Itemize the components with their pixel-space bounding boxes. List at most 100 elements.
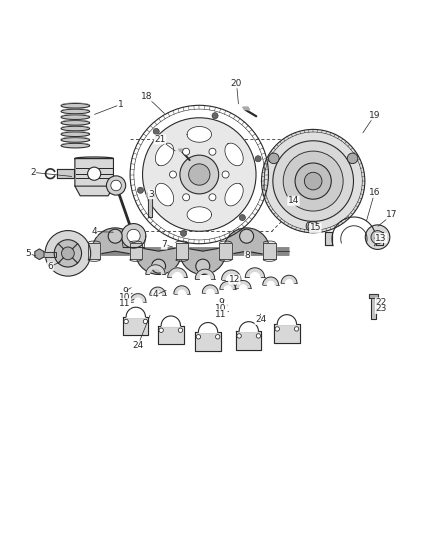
Polygon shape <box>236 332 261 350</box>
Polygon shape <box>146 265 165 274</box>
Circle shape <box>180 155 219 194</box>
Text: 22: 22 <box>375 298 387 307</box>
Polygon shape <box>187 126 212 142</box>
Circle shape <box>283 151 343 211</box>
Circle shape <box>308 221 318 232</box>
Circle shape <box>273 141 353 221</box>
Polygon shape <box>61 132 89 136</box>
Circle shape <box>196 259 210 273</box>
Circle shape <box>108 229 122 243</box>
Circle shape <box>45 231 91 276</box>
Circle shape <box>54 240 81 267</box>
Text: 7: 7 <box>161 240 167 249</box>
Text: 2: 2 <box>30 168 35 177</box>
Circle shape <box>295 163 331 199</box>
Polygon shape <box>146 193 154 197</box>
Circle shape <box>159 328 163 333</box>
Polygon shape <box>371 298 376 319</box>
Circle shape <box>143 319 148 324</box>
Circle shape <box>304 172 322 190</box>
Text: 24: 24 <box>255 316 266 325</box>
Polygon shape <box>243 107 250 110</box>
Text: 9: 9 <box>122 287 128 296</box>
Circle shape <box>180 230 187 237</box>
Circle shape <box>61 247 74 260</box>
Polygon shape <box>235 280 251 288</box>
Wedge shape <box>180 247 226 274</box>
Polygon shape <box>148 197 152 217</box>
Circle shape <box>121 223 146 248</box>
Text: 13: 13 <box>375 233 387 243</box>
Circle shape <box>365 225 390 249</box>
Text: 11: 11 <box>119 299 131 308</box>
Wedge shape <box>223 228 270 255</box>
Circle shape <box>240 229 254 243</box>
Text: 20: 20 <box>231 79 242 88</box>
Text: 1: 1 <box>117 100 124 109</box>
Circle shape <box>256 334 261 338</box>
Polygon shape <box>158 326 184 344</box>
Polygon shape <box>155 183 174 206</box>
Circle shape <box>371 231 384 244</box>
Text: 24: 24 <box>132 341 144 350</box>
Circle shape <box>294 327 299 331</box>
Polygon shape <box>225 183 243 206</box>
Polygon shape <box>277 314 297 324</box>
Text: 18: 18 <box>141 92 152 101</box>
Circle shape <box>88 167 101 180</box>
Polygon shape <box>61 138 89 142</box>
Polygon shape <box>195 269 215 279</box>
Polygon shape <box>263 243 276 260</box>
Polygon shape <box>61 103 89 108</box>
Text: 17: 17 <box>386 211 398 219</box>
Polygon shape <box>155 143 174 166</box>
Polygon shape <box>325 232 332 246</box>
Circle shape <box>153 128 159 134</box>
Wedge shape <box>92 228 138 255</box>
Circle shape <box>142 118 256 231</box>
Circle shape <box>189 164 210 185</box>
Polygon shape <box>179 149 186 151</box>
Text: 21: 21 <box>154 135 166 144</box>
Polygon shape <box>225 143 243 166</box>
Circle shape <box>111 180 121 191</box>
Text: 16: 16 <box>369 189 380 197</box>
Circle shape <box>222 171 229 178</box>
Text: 4: 4 <box>153 290 158 300</box>
Text: 10: 10 <box>119 293 131 302</box>
Polygon shape <box>75 186 113 196</box>
Polygon shape <box>245 268 265 278</box>
Circle shape <box>106 176 126 195</box>
Circle shape <box>209 148 216 155</box>
Circle shape <box>183 148 190 155</box>
Polygon shape <box>202 285 218 293</box>
Polygon shape <box>174 286 190 294</box>
Text: 3: 3 <box>148 190 154 199</box>
Polygon shape <box>369 294 378 298</box>
Text: 12: 12 <box>229 275 240 284</box>
Text: 19: 19 <box>369 111 380 120</box>
Polygon shape <box>376 232 383 246</box>
Circle shape <box>347 153 358 164</box>
Circle shape <box>268 153 279 164</box>
Polygon shape <box>61 120 89 125</box>
Polygon shape <box>130 294 146 302</box>
Polygon shape <box>57 169 74 178</box>
Polygon shape <box>61 115 89 119</box>
Polygon shape <box>35 249 44 260</box>
Circle shape <box>178 328 183 333</box>
Circle shape <box>196 335 201 339</box>
Circle shape <box>215 335 220 339</box>
Circle shape <box>209 194 216 201</box>
Polygon shape <box>150 287 166 295</box>
Polygon shape <box>88 243 100 260</box>
Text: 9: 9 <box>218 298 224 307</box>
Polygon shape <box>161 316 180 326</box>
Circle shape <box>170 171 177 178</box>
Text: 4: 4 <box>92 227 97 236</box>
Polygon shape <box>168 268 187 278</box>
Circle shape <box>127 229 140 243</box>
Ellipse shape <box>306 222 311 230</box>
Polygon shape <box>263 277 279 285</box>
Polygon shape <box>187 207 212 223</box>
